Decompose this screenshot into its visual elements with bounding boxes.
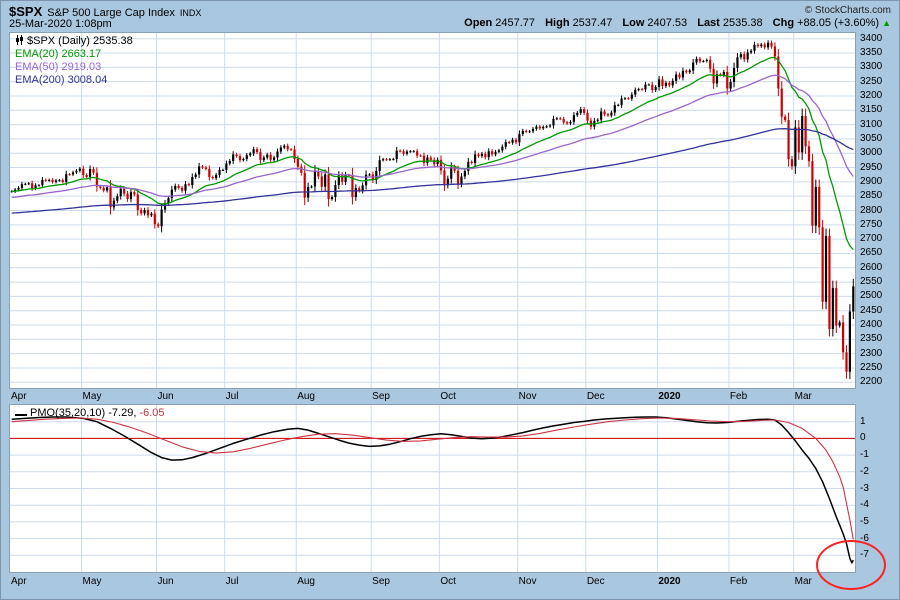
price-axis-label: 3150	[860, 104, 883, 116]
pmo-signal-value: -6.05	[139, 407, 165, 419]
price-axis-label: 2500	[860, 290, 883, 302]
chg-value: +88.05 (+3.60%)	[797, 17, 880, 29]
price-axis-label: 3400	[860, 32, 883, 44]
annotation-ellipse	[815, 539, 886, 590]
pmo-panel: PMO(35,20,10) -7.29, -6.05	[9, 404, 856, 573]
pmo-legend-label: PMO(35,20,10)	[30, 407, 106, 419]
price-axis-label: 2650	[860, 247, 883, 259]
month-label: Jun	[157, 391, 174, 402]
high-label: High	[545, 17, 570, 29]
price-axis: 2200 2250 2300 2350 2400 2450 2500 2550 2600 2650…	[860, 1, 899, 599]
pmo-value: -7.29,	[108, 407, 137, 419]
high-value: 2537.47	[572, 17, 613, 29]
price-axis-label: 2450	[860, 304, 883, 316]
price-axis-label: 2200	[860, 376, 883, 388]
price-axis-label: 2350	[860, 333, 883, 345]
month-axis-main: Apr May Jun Jul Aug Sep Oct Nov Dec 2020 Feb Mar	[1, 391, 899, 404]
candlestick-icon	[15, 35, 24, 45]
pmo-chart-canvas	[10, 405, 855, 572]
price-axis-label: 2250	[860, 361, 883, 373]
price-axis-label: 2400	[860, 319, 883, 331]
price-axis-label: 2850	[860, 190, 883, 202]
month-label: Aug	[297, 391, 315, 402]
price-axis-label: 2300	[860, 347, 883, 359]
month-label: May	[82, 391, 102, 402]
ema50-legend: EMA(50) 2919.03	[15, 61, 102, 73]
month-label: Nov	[518, 576, 537, 587]
price-axis-label: 3200	[860, 89, 883, 101]
timestamp: 25-Mar-2020 1:08pm	[9, 18, 112, 30]
symbol-name: S&P 500 Large Cap Index	[47, 7, 175, 19]
month-label: Dec	[586, 576, 605, 587]
copyright: © StockCharts.com	[804, 5, 891, 16]
last-label: Last	[697, 17, 720, 29]
month-label: Feb	[729, 391, 748, 402]
month-label: Oct	[440, 576, 456, 587]
ema20-legend: EMA(20) 2663.17	[15, 48, 102, 60]
month-label: Feb	[729, 576, 748, 587]
month-label: 2020	[658, 391, 681, 402]
pmo-axis-label: -6	[860, 532, 869, 544]
month-label: Jul	[225, 576, 239, 587]
month-label: Apr	[11, 576, 27, 587]
pmo-axis-label: -5	[860, 515, 869, 527]
price-axis-label: 2900	[860, 175, 883, 187]
symbol: $SPX	[9, 4, 43, 19]
price-axis-label: 3100	[860, 118, 883, 130]
month-label: Aug	[297, 576, 315, 587]
price-chart-canvas	[10, 33, 855, 388]
up-triangle-icon: ▲	[882, 18, 891, 28]
pmo-axis-label: -4	[860, 499, 869, 511]
pmo-legend: PMO(35,20,10) -7.29, -6.05	[15, 407, 165, 420]
pmo-axis-label: -3	[860, 482, 869, 494]
price-axis-label: 3350	[860, 47, 883, 59]
symbol-exchange: INDX	[179, 8, 202, 18]
month-label: 2020	[658, 576, 681, 587]
price-panel: $SPX (Daily) 2535.38 EMA(20) 2663.17 EMA…	[9, 32, 856, 389]
pmo-axis-label: 1	[860, 415, 866, 427]
price-axis-label: 3250	[860, 75, 883, 87]
pmo-axis-label: -2	[860, 465, 869, 477]
pmo-axis-label: 0	[860, 432, 866, 444]
month-axis-pmo: Apr May Jun Jul Aug Sep Oct Nov Dec 2020 Feb Mar	[1, 576, 899, 589]
month-label: Mar	[794, 576, 812, 587]
price-axis-label: 3000	[860, 147, 883, 159]
price-axis-label: 2950	[860, 161, 883, 173]
open-label: Open	[464, 17, 493, 29]
month-label: May	[82, 576, 102, 587]
line-style-icon	[15, 413, 27, 417]
price-axis-label: 3300	[860, 61, 883, 73]
header-title: $SPX S&P 500 Large Cap Index INDX	[9, 3, 201, 21]
month-label: Sep	[372, 391, 390, 402]
quote-summary: Open 2457.77 High 2537.47 Low 2407.53 Last 2…	[457, 17, 891, 29]
pmo-axis: -7 -6 -5 -4 -3 -2 -1 0 1	[860, 1, 899, 599]
price-legend: $SPX (Daily) 2535.38 EMA(20) 2663.17 EMA…	[15, 35, 133, 87]
price-axis-label: 2800	[860, 204, 883, 216]
month-label: Oct	[440, 391, 456, 402]
pmo-axis-label: -1	[860, 449, 869, 461]
month-label: Dec	[586, 391, 605, 402]
low-label: Low	[622, 17, 645, 29]
price-axis-label: 2600	[860, 261, 883, 273]
low-value: 2407.53	[647, 17, 688, 29]
price-axis-label: 2700	[860, 233, 883, 245]
month-label: Mar	[794, 391, 812, 402]
open-value: 2457.77	[495, 17, 536, 29]
month-label: Apr	[11, 391, 27, 402]
ema200-legend: EMA(200) 3008.04	[15, 74, 108, 86]
month-label: Jun	[157, 576, 174, 587]
chg-label: Chg	[772, 17, 795, 29]
price-axis-label: 2550	[860, 276, 883, 288]
month-label: Jul	[225, 391, 239, 402]
month-label: Sep	[372, 576, 390, 587]
series-legend-row: $SPX (Daily) 2535.38	[15, 35, 133, 48]
month-label: Nov	[518, 391, 537, 402]
price-axis-label: 3050	[860, 132, 883, 144]
price-axis-label: 2750	[860, 218, 883, 230]
last-value: 2535.38	[722, 17, 763, 29]
series-legend: $SPX (Daily) 2535.38	[27, 35, 133, 47]
